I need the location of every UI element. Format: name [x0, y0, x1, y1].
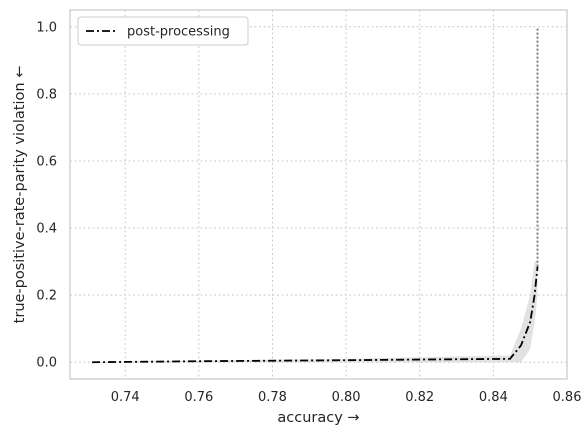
x-tick-label: 0.86 — [553, 390, 582, 405]
y-tick-labels: 0.0 0.2 0.4 0.6 0.8 1.0 — [36, 20, 57, 370]
x-tick-label: 0.76 — [184, 390, 213, 405]
plot-frame — [69, 9, 568, 380]
y-axis-label: true-positive-rate-parity violation ← — [12, 66, 28, 324]
y-tick-label: 0.6 — [36, 154, 57, 169]
legend-label-post-processing: post-processing — [127, 25, 230, 40]
legend: post-processing — [77, 16, 249, 46]
x-tick-label: 0.80 — [332, 390, 361, 405]
legend-box — [77, 16, 249, 46]
grid — [70, 10, 568, 379]
x-axis-label: accuracy → — [277, 410, 359, 426]
x-tick-label: 0.78 — [258, 390, 287, 405]
x-tick-label: 0.84 — [479, 390, 508, 405]
series-group — [92, 266, 539, 364]
x-tick-label: 0.74 — [111, 390, 140, 405]
y-tick-label: 0.8 — [36, 87, 57, 102]
confidence-band-group — [92, 261, 538, 363]
y-tick-label: 0.4 — [36, 222, 57, 237]
y-tick-label: 0.0 — [36, 356, 57, 371]
confidence-band — [92, 261, 538, 363]
y-tick-label: 0.2 — [36, 289, 57, 304]
y-tick-label: 1.0 — [36, 20, 57, 35]
series-line-post-processing — [92, 266, 539, 364]
x-tick-label: 0.82 — [405, 390, 434, 405]
x-tick-labels: 0.74 0.76 0.78 0.80 0.82 0.84 0.86 — [111, 390, 582, 405]
